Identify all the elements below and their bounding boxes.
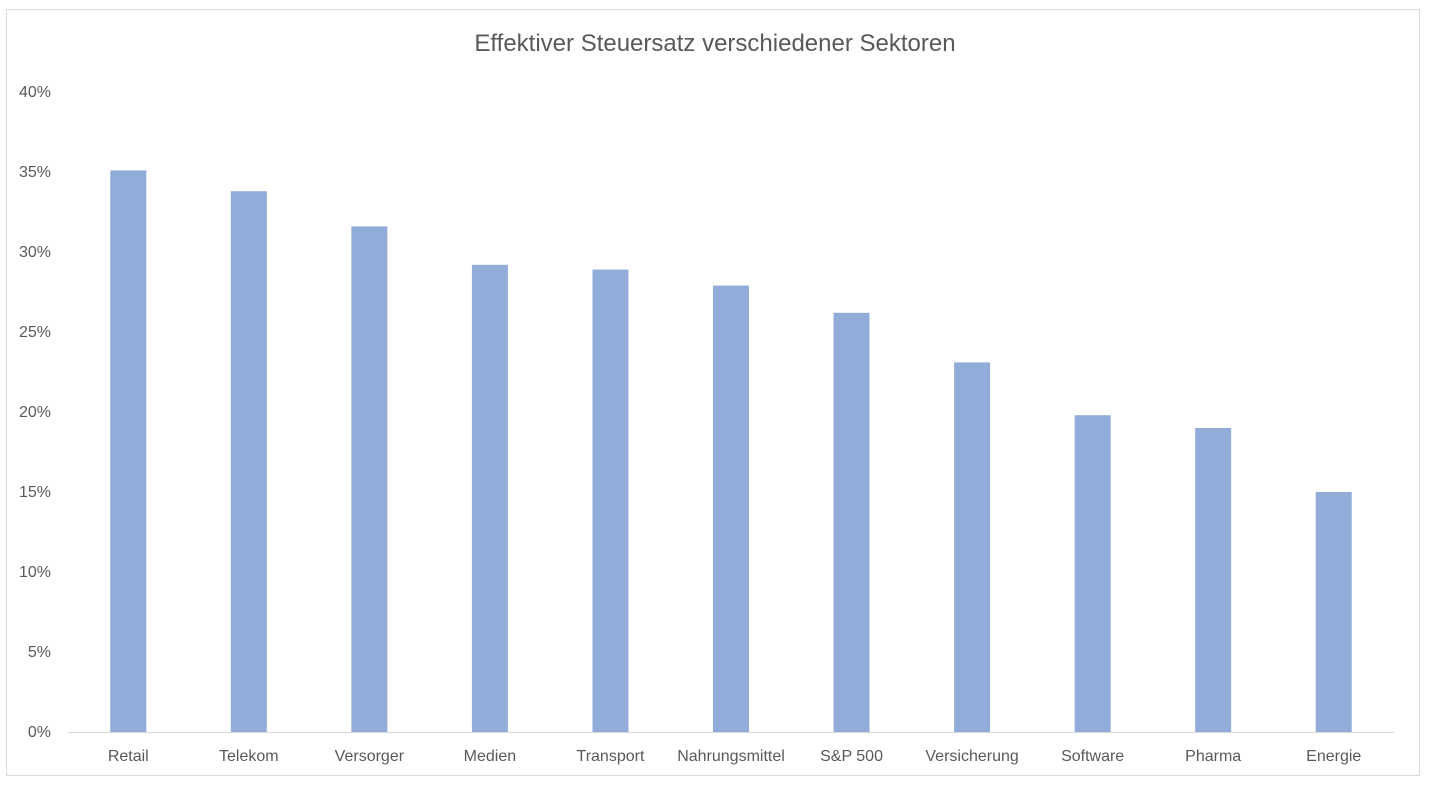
bar	[1315, 492, 1352, 732]
y-tick-label: 25%	[19, 324, 51, 341]
x-tick-label: Transport	[577, 748, 645, 765]
x-tick-label: Telekom	[219, 748, 279, 765]
y-tick-label: 20%	[19, 404, 51, 421]
x-tick-label: Versorger	[335, 748, 405, 765]
x-tick-label: Versicherung	[925, 748, 1018, 765]
x-tick-label: Pharma	[1185, 748, 1241, 765]
x-tick-label: Medien	[464, 748, 516, 765]
x-tick-label: Software	[1061, 748, 1124, 765]
y-tick-label: 0%	[28, 724, 51, 741]
bar	[351, 226, 388, 732]
bar	[954, 362, 991, 732]
bar	[471, 264, 508, 732]
bar	[592, 269, 629, 732]
bar	[110, 170, 147, 732]
bar	[1074, 415, 1111, 732]
bar	[230, 191, 267, 732]
y-axis-ticks: 0% 5% 10% 15% 20% 25% 30% 35% 40%	[19, 84, 51, 741]
y-tick-label: 35%	[19, 164, 51, 181]
x-axis-ticks: Retail Telekom Versorger Medien Transport Nah…	[108, 748, 1362, 765]
y-tick-label: 10%	[19, 564, 51, 581]
y-tick-label: 15%	[19, 484, 51, 501]
x-tick-label: Nahrungsmittel	[677, 748, 785, 765]
y-tick-label: 40%	[19, 84, 51, 101]
y-tick-label: 30%	[19, 244, 51, 261]
bar	[833, 312, 870, 732]
x-tick-label: S&P 500	[820, 748, 883, 765]
bars-group	[110, 170, 1352, 732]
y-tick-label: 5%	[28, 644, 51, 661]
chart-title: Effektiver Steuersatz verschiedener Sekt…	[474, 30, 956, 57]
bar	[713, 285, 749, 732]
x-tick-label: Energie	[1306, 748, 1361, 765]
x-tick-label: Retail	[108, 748, 149, 765]
bar	[1195, 428, 1232, 732]
